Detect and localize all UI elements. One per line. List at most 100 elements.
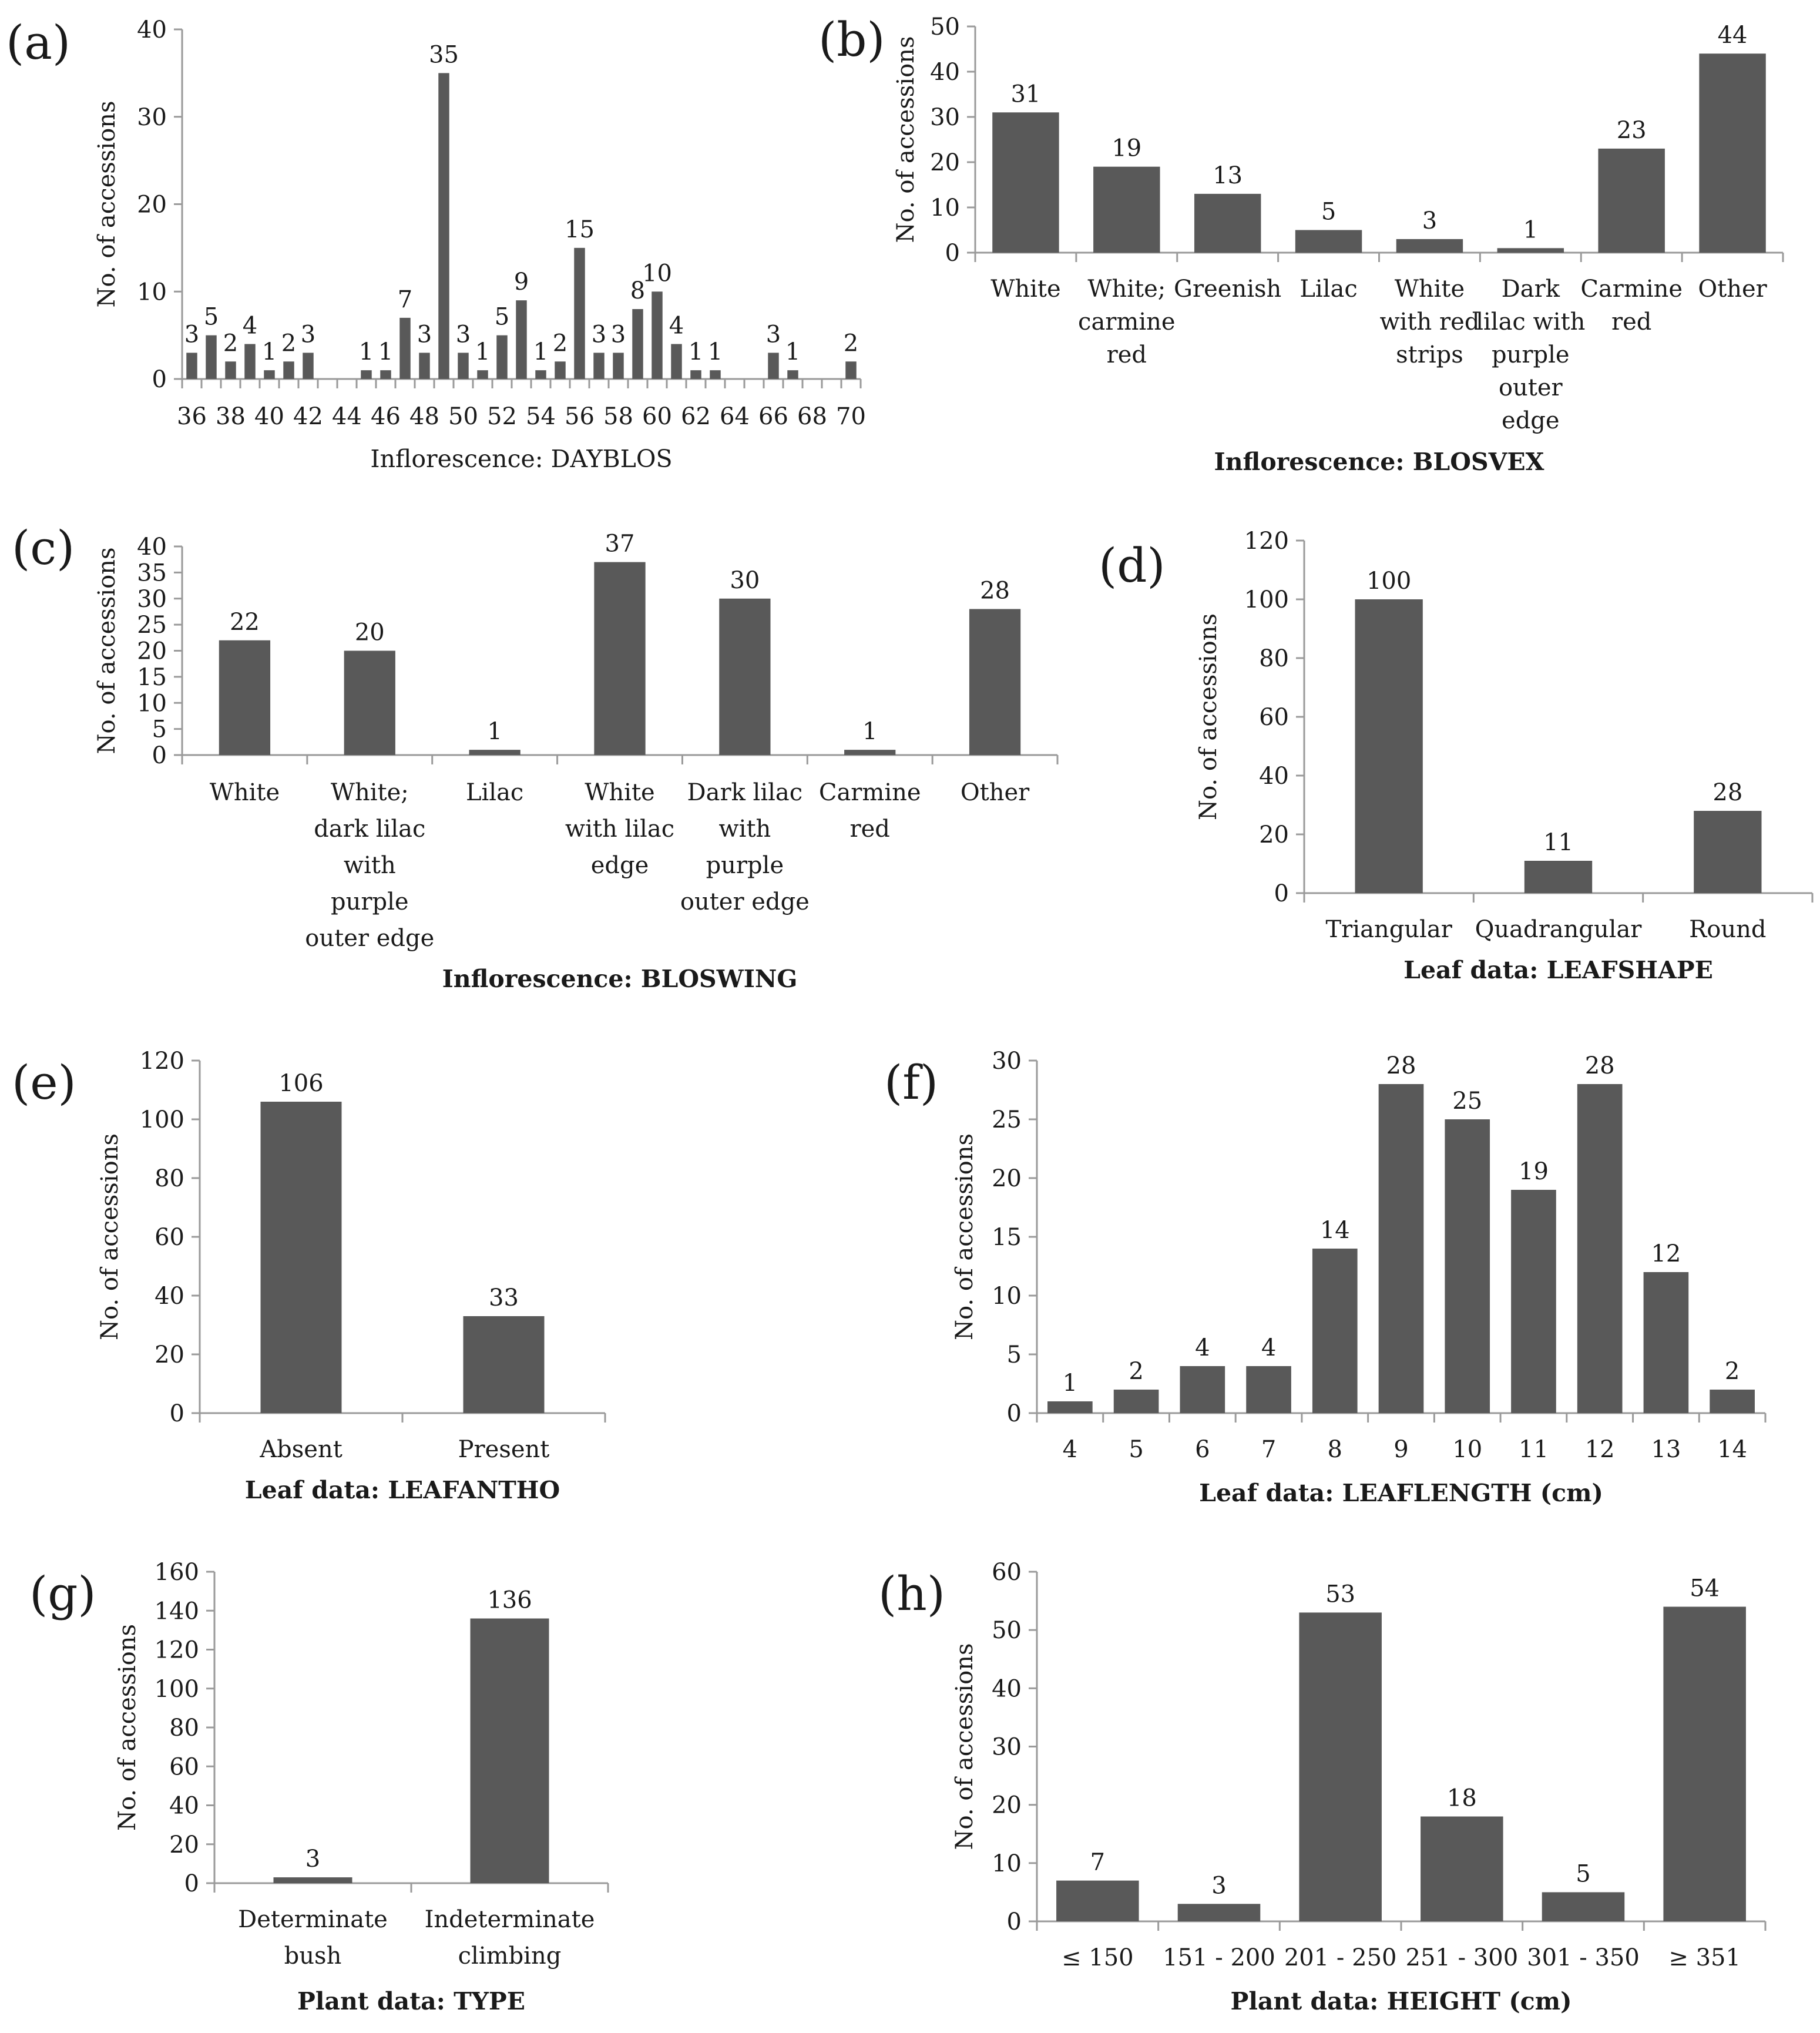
- y-tick-label: 0: [1274, 880, 1289, 907]
- data-label: 15: [565, 216, 595, 243]
- panel-label: (g): [29, 1566, 96, 1621]
- bar-a-0: [186, 353, 197, 379]
- bar-e-0: [260, 1102, 342, 1413]
- y-tick-label: 120: [1244, 528, 1289, 555]
- y-tick-label: 30: [137, 586, 167, 613]
- x-tick-label: red: [850, 816, 890, 843]
- bar-a-17: [516, 300, 527, 379]
- x-tick-label: Other: [1698, 276, 1767, 303]
- x-axis-title: Plant data: TYPE: [297, 1987, 525, 2015]
- x-tick-label: with red: [1379, 308, 1479, 336]
- bar-a-20: [574, 247, 585, 379]
- data-label: 2: [553, 330, 568, 357]
- bar-f-4: [1312, 1249, 1358, 1413]
- bar-b-0: [992, 112, 1059, 253]
- data-label: 1: [359, 338, 374, 365]
- bar-c-2: [469, 750, 521, 755]
- data-label: 53: [1325, 1581, 1355, 1608]
- y-tick-label: 60: [1259, 704, 1289, 731]
- y-tick-label: 0: [184, 1870, 199, 1897]
- y-tick-label: 120: [140, 1048, 184, 1075]
- data-label: 9: [514, 269, 529, 296]
- data-label: 100: [1366, 568, 1411, 595]
- bar-a-12: [419, 353, 430, 379]
- y-tick-label: 40: [137, 16, 167, 43]
- bar-f-0: [1047, 1401, 1093, 1413]
- y-tick-label: 60: [992, 1559, 1022, 1586]
- bar-a-4: [264, 370, 275, 379]
- bar-a-18: [535, 370, 546, 379]
- x-tick-label: White: [990, 276, 1060, 303]
- data-label: 13: [1213, 162, 1243, 189]
- y-tick-label: 80: [155, 1165, 184, 1192]
- data-label: 2: [223, 330, 238, 357]
- y-tick-label: 0: [945, 240, 960, 267]
- x-tick-label: Other: [961, 779, 1030, 806]
- y-tick-label: 20: [137, 638, 167, 665]
- data-label: 14: [1320, 1217, 1350, 1244]
- data-label: 28: [1386, 1052, 1416, 1079]
- data-label: 19: [1112, 135, 1141, 162]
- x-tick-label: 48: [409, 403, 439, 430]
- data-label: 4: [1195, 1334, 1210, 1361]
- data-label: 3: [301, 321, 315, 348]
- x-tick-label: 40: [254, 403, 284, 430]
- y-axis-label: No. of accessions: [96, 1133, 123, 1340]
- y-axis-label: No. of accessions: [951, 1133, 978, 1340]
- data-label: 7: [1090, 1849, 1105, 1876]
- bar-a-23: [632, 309, 643, 379]
- y-tick-label: 0: [1007, 1908, 1022, 1935]
- data-label: 3: [592, 321, 606, 348]
- bar-a-21: [593, 353, 605, 379]
- y-tick-label: 20: [137, 192, 167, 219]
- bar-c-1: [344, 650, 395, 755]
- data-label: 3: [184, 321, 199, 348]
- y-tick-label: 15: [992, 1224, 1022, 1251]
- x-tick-label: 151 - 200: [1163, 1944, 1275, 1971]
- y-tick-label: 10: [930, 194, 960, 222]
- bar-h-1: [1177, 1904, 1261, 1921]
- bar-a-26: [690, 370, 701, 379]
- x-tick-label: 9: [1393, 1436, 1408, 1463]
- data-label: 28: [1585, 1052, 1615, 1079]
- data-label: 3: [1211, 1872, 1226, 1899]
- bar-e-1: [463, 1316, 545, 1413]
- y-tick-label: 30: [930, 104, 960, 131]
- x-axis-title: Inflorescence: BLOSVEX: [1214, 448, 1544, 476]
- bar-h-0: [1056, 1880, 1139, 1921]
- x-axis-title: Inflorescence: BLOSWING: [442, 965, 798, 993]
- bar-d-2: [1694, 811, 1762, 893]
- y-tick-label: 40: [992, 1675, 1022, 1702]
- bar-h-2: [1299, 1612, 1382, 1921]
- bar-c-3: [594, 562, 646, 755]
- data-label: 25: [1452, 1088, 1482, 1115]
- data-label: 33: [489, 1284, 519, 1311]
- data-label: 35: [429, 41, 459, 68]
- bar-c-0: [219, 640, 271, 755]
- x-tick-label: edge: [1502, 407, 1560, 434]
- x-tick-label: White: [210, 779, 280, 806]
- data-label: 2: [844, 330, 858, 357]
- data-label: 3: [417, 321, 432, 348]
- data-label: 5: [1576, 1860, 1590, 1887]
- x-tick-label: carmine: [1078, 308, 1176, 336]
- data-label: 2: [1725, 1358, 1740, 1385]
- data-label: 1: [862, 718, 877, 745]
- y-tick-label: 40: [1259, 763, 1289, 790]
- x-tick-label: Round: [1689, 916, 1766, 943]
- x-axis-title: Leaf data: LEAFANTHO: [245, 1476, 560, 1504]
- data-label: 19: [1519, 1158, 1549, 1185]
- x-tick-label: dark lilac: [314, 816, 425, 843]
- x-tick-label: Carmine: [1580, 276, 1683, 303]
- data-label: 1: [785, 338, 800, 365]
- bar-a-19: [555, 361, 566, 379]
- data-label: 7: [398, 286, 412, 313]
- x-tick-label: purple: [706, 852, 784, 879]
- bar-a-6: [303, 353, 314, 379]
- data-label: 44: [1718, 22, 1748, 49]
- x-tick-label: with: [344, 852, 396, 879]
- y-tick-label: 20: [930, 149, 960, 176]
- data-label: 1: [708, 338, 723, 365]
- data-label: 12: [1651, 1240, 1681, 1267]
